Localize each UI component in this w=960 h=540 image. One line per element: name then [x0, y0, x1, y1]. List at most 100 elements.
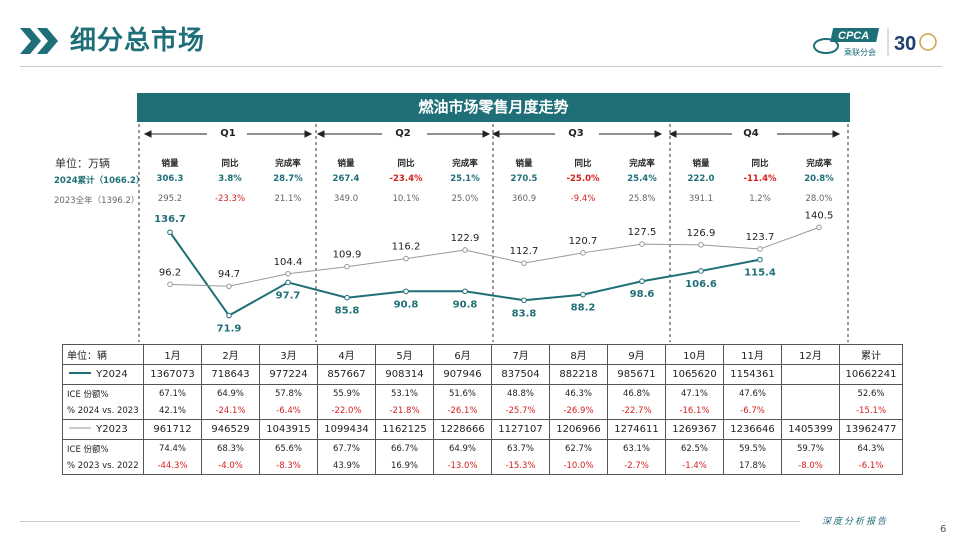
month-header: 2月 [201, 344, 260, 365]
series-2023-point [167, 281, 173, 288]
table-cell: -1.4% [665, 457, 724, 475]
table-cell: 1236646 [723, 419, 782, 440]
series-2023-data-label: 96.2 [159, 267, 181, 278]
table-cell: -26.1% [433, 402, 492, 420]
series-2023-data-label: 123.7 [746, 232, 775, 243]
table-cell: 1228666 [433, 419, 492, 440]
table-cell: -6.4% [259, 402, 318, 420]
table-cell: 63.7% [491, 439, 550, 457]
quarter-label-q3: Q3 [568, 128, 584, 139]
summary-col-header: 销量 [692, 159, 710, 169]
table-cell: -2.7% [607, 457, 666, 475]
month-header: 累计 [839, 344, 903, 365]
table-cell: -8.3% [259, 457, 318, 475]
table-cell [781, 364, 840, 385]
legend-label: Y2024 [93, 369, 128, 380]
page-number: 6 [940, 524, 947, 535]
logo-text: CPCA [838, 30, 869, 42]
summary-col-header: 同比 [221, 159, 239, 169]
summary-value-2023: -9.4% [570, 194, 596, 204]
table-cell: 42.1% [143, 402, 202, 420]
table-cell: -15.3% [491, 457, 550, 475]
quarter-markers [143, 130, 841, 138]
table-cell: 1367073 [143, 364, 202, 385]
table-cell [781, 384, 840, 402]
table-cell: 47.1% [665, 384, 724, 402]
summary-value-2023: 25.0% [451, 194, 479, 204]
footer-text: 深度分析报告 [822, 517, 889, 527]
series-label: Y2023 [62, 419, 144, 440]
table-cell: 1099434 [317, 419, 376, 440]
table-row: ICE 份额% 74.4% 68.3% 65.6% 67.7% 66.7% 64.9% 63.… [62, 439, 903, 457]
table-cell: 65.6% [259, 439, 318, 457]
table-cell: 46.3% [549, 384, 608, 402]
summary-value-2023: -23.3% [214, 194, 246, 204]
month-header: 7月 [491, 344, 550, 365]
summary-value-2024: 25.4% [627, 174, 657, 184]
table-cell: 48.8% [491, 384, 550, 402]
table-cell: 977224 [259, 364, 318, 385]
table-row: % 2024 vs. 2023 42.1% -24.1% -6.4% -22.0% -21… [62, 402, 903, 420]
logo-sub: 乘联分会 [844, 47, 876, 57]
series-2024-point [167, 229, 173, 236]
series-2024-point [698, 268, 704, 274]
table-cell: 1405399 [781, 419, 840, 440]
series-2023-line [169, 226, 820, 287]
series-2024-point [403, 288, 409, 295]
month-header: 6月 [433, 344, 492, 365]
table-cell: 857667 [317, 364, 376, 385]
month-header: 9月 [607, 344, 666, 365]
summary-col-header: 完成率 [452, 159, 478, 169]
table-cell: 62.5% [665, 439, 724, 457]
page-title: 细分总市场 [70, 26, 206, 56]
table-cell: -10.0% [549, 457, 608, 475]
line-chart: 136.7 71.9 97.7 85.8 90.8 90.8 83.8 88.2 98.6 106… [154, 210, 834, 334]
table-cell: -6.7% [723, 402, 782, 420]
row-label: % 2023 vs. 2022 [62, 457, 144, 475]
table-cell: 43.9% [317, 457, 376, 475]
table-cell: 64.3% [839, 439, 903, 457]
series-2023-point [757, 246, 763, 252]
series-2023-point [285, 270, 291, 277]
series-2024-data-label: 88.2 [571, 303, 596, 314]
series-2024-data-label: 106.6 [685, 279, 717, 290]
legend-swatch [69, 427, 91, 429]
month-header: 8月 [549, 344, 608, 365]
summary-value-2024: 306.3 [156, 174, 184, 184]
series-2024-point [344, 294, 350, 301]
table-cell: 55.9% [317, 384, 376, 402]
table-cell: 882218 [549, 364, 608, 385]
summary-value-2024: -11.4% [743, 174, 777, 184]
table-cell: 985671 [607, 364, 666, 385]
table-cell: 59.5% [723, 439, 782, 457]
table-cell: 64.9% [201, 384, 260, 402]
summary-value-2023: 295.2 [157, 194, 183, 204]
series-2023-point [521, 260, 527, 266]
summary-value-2024: 28.7% [273, 174, 303, 184]
summary-value-2024: 270.5 [510, 174, 538, 184]
table-cell: 53.1% [375, 384, 434, 402]
summary-value-2023: 360.9 [511, 194, 537, 204]
series-2023-data-label: 140.5 [805, 210, 834, 221]
month-header: 10月 [665, 344, 724, 365]
table-cell: 1206966 [549, 419, 608, 440]
table-cell: 1154361 [723, 364, 782, 385]
table-cell: 1274611 [607, 419, 666, 440]
series-2024-point [226, 312, 232, 319]
table-cell: -22.0% [317, 402, 376, 420]
series-2023-data-label: 116.2 [392, 242, 421, 253]
series-2023-point [226, 283, 232, 290]
table-cell: 908314 [375, 364, 434, 385]
series-2023-data-label: 94.7 [218, 269, 240, 280]
table-cell: -13.0% [433, 457, 492, 475]
anniv-logo: 30 [894, 33, 916, 55]
summary-value-2023: 28.0% [805, 194, 833, 204]
unit-top: 单位：万辆 [55, 157, 110, 170]
table-cell: 46.8% [607, 384, 666, 402]
row-label: ICE 份额% [62, 384, 144, 402]
table-cell: 68.3% [201, 439, 260, 457]
table-cell: -4.0% [201, 457, 260, 475]
summary-value-2023: 1.2% [749, 194, 771, 204]
legend-swatch [69, 372, 91, 374]
table-cell: -44.3% [143, 457, 202, 475]
